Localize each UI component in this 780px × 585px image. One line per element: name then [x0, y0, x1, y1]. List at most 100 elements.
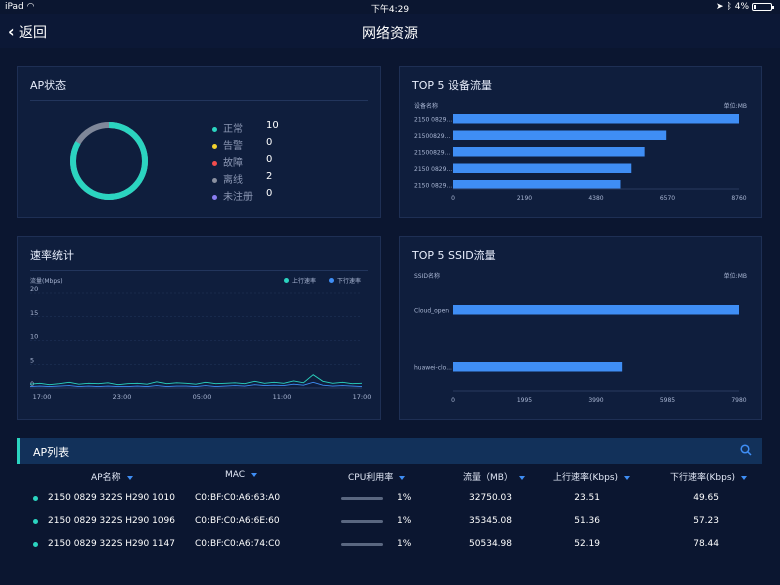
top5-ssid-panel: TOP 5 SSID流量 SSID名称 单位:MB Cloud_open huaw… — [399, 236, 762, 420]
status-time: 下午4:29 — [370, 5, 410, 15]
legend-label: 离线 — [223, 175, 243, 186]
nav-bar: ‹ 返回 网络资源 — [0, 14, 780, 48]
col-header-name[interactable]: AP名称 — [91, 470, 133, 483]
sort-caret-icon — [251, 472, 258, 477]
y-tick-label: 20 — [30, 285, 38, 293]
category-label: 21500829... — [414, 150, 450, 157]
status-bar: iPad ◠ 下午4:29 ➤ ᛒ 4% — [0, 0, 780, 15]
legend-up: 上行速率 — [284, 276, 316, 285]
cell-flow: 32750.03 — [469, 493, 512, 503]
series-line — [29, 381, 363, 388]
bar — [453, 305, 739, 315]
back-button[interactable]: ‹ 返回 — [8, 22, 47, 42]
x-tick-label: 1995 — [517, 397, 532, 404]
cell-mac: C0:BF:C0:A6:63:A0 — [195, 493, 281, 503]
col-header-down[interactable]: 下行速率(Kbps) — [670, 470, 748, 483]
col-header-cpu[interactable]: CPU利用率 — [348, 470, 406, 483]
legend-down-label: 下行速率 — [337, 278, 362, 285]
legend-up-dot — [284, 278, 289, 283]
legend-label: 告警 — [223, 141, 243, 152]
cell-cpu: 1% — [397, 493, 412, 503]
bar — [453, 114, 739, 124]
cell-mac: C0:BF:C0:A6:6E:60 — [195, 516, 280, 526]
legend-dot — [212, 126, 217, 132]
cell-ap-name: 2150 0829 322S H290 1147 — [48, 539, 175, 549]
top5-ssid-title: TOP 5 SSID流量 — [412, 249, 496, 262]
x-tick-label: 2190 — [517, 195, 532, 202]
col-header-up-label: 上行速率(Kbps) — [553, 473, 619, 483]
legend-up-label: 上行速率 — [292, 278, 317, 285]
x-tick-label: 5985 — [660, 397, 675, 404]
col-header-mac[interactable]: MAC — [225, 470, 258, 480]
legend-label: 故障 — [223, 158, 243, 169]
cell-mac: C0:BF:C0:A6:74:C0 — [195, 539, 281, 549]
legend-value: 10 — [266, 120, 279, 131]
ap-legend-item: 正常 10 — [212, 120, 279, 135]
col-header-down-label: 下行速率(Kbps) — [670, 473, 736, 483]
battery-icon — [752, 2, 774, 11]
rate-y-unit: 流量(Mbps) — [30, 278, 63, 285]
col-header-name-label: AP名称 — [91, 473, 121, 483]
y-tick-label: 10 — [30, 333, 38, 341]
cell-flow: 50534.98 — [469, 539, 512, 549]
bar — [453, 130, 667, 140]
cell-down-rate: 57.23 — [693, 516, 719, 526]
device-unit-label: 单位:MB — [723, 103, 747, 110]
category-label: 21500829... — [414, 133, 450, 140]
x-tick-label: 3990 — [588, 397, 603, 404]
device-name: iPad — [5, 2, 24, 12]
y-tick-label: 5 — [30, 356, 34, 364]
ap-status-donut — [70, 122, 148, 200]
legend-dot — [212, 194, 217, 200]
x-tick-label: 4380 — [588, 195, 603, 202]
x-tick-label: 11:00 — [273, 393, 292, 401]
ap-legend-item: 故障 0 — [212, 154, 272, 169]
x-tick-label: 0 — [451, 397, 455, 404]
category-label: 2150 0829... — [414, 117, 452, 124]
legend-dot — [212, 160, 217, 166]
legend-dot — [212, 177, 217, 183]
sort-caret-icon — [741, 475, 748, 480]
sort-caret-icon — [126, 475, 133, 480]
top5-device-title: TOP 5 设备流量 — [412, 79, 493, 92]
x-tick-label: 17:00 — [353, 393, 372, 401]
ap-status-panel: AP状态 正常 10 告警 0 故障 0 离线 2 未注册 0 — [17, 66, 381, 218]
bar — [453, 147, 645, 157]
legend-down: 下行速率 — [329, 276, 361, 285]
search-icon[interactable] — [740, 444, 752, 456]
ap-legend-item: 离线 2 — [212, 171, 272, 186]
col-header-flow-label: 流量（MB） — [463, 473, 513, 483]
bar — [453, 362, 623, 372]
top5-device-chart: 2150 0829... 21500829... 21500829... 2150 0… — [414, 114, 747, 202]
sort-caret-icon — [399, 475, 406, 480]
category-label: 2150 0829... — [414, 166, 452, 173]
chevron-left-icon: ‹ — [8, 22, 15, 41]
top5-ssid-chart: Cloud_open huawei-clo... 0 1995 3990 5985 7980 — [414, 305, 747, 404]
status-dot — [33, 542, 38, 547]
bar — [453, 180, 621, 190]
legend-down-dot — [329, 278, 334, 283]
cell-flow: 35345.08 — [469, 516, 512, 526]
series-line — [29, 374, 363, 386]
ap-legend-item: 未注册 0 — [212, 188, 272, 203]
status-dot — [33, 519, 38, 524]
legend-value: 0 — [266, 188, 273, 199]
sort-caret-icon — [624, 475, 631, 480]
x-tick-label: 05:00 — [193, 393, 212, 401]
device-label: iPad ◠ — [5, 2, 35, 12]
cell-ap-name: 2150 0829 322S H290 1010 — [48, 493, 175, 503]
ap-status-title: AP状态 — [30, 79, 67, 92]
status-dot — [33, 496, 38, 501]
category-label: huawei-clo... — [414, 365, 452, 372]
cell-cpu: 1% — [397, 539, 412, 549]
col-header-flow[interactable]: 流量（MB） — [463, 470, 525, 483]
cell-up-rate: 52.19 — [574, 539, 600, 549]
col-header-up[interactable]: 上行速率(Kbps) — [553, 470, 631, 483]
divider — [30, 100, 368, 101]
x-tick-label: 7980 — [731, 397, 746, 404]
wifi-icon: ◠ — [26, 2, 35, 12]
legend-value: 2 — [266, 171, 273, 182]
x-tick-label: 8760 — [731, 195, 746, 202]
x-tick-label: 0 — [451, 195, 455, 202]
